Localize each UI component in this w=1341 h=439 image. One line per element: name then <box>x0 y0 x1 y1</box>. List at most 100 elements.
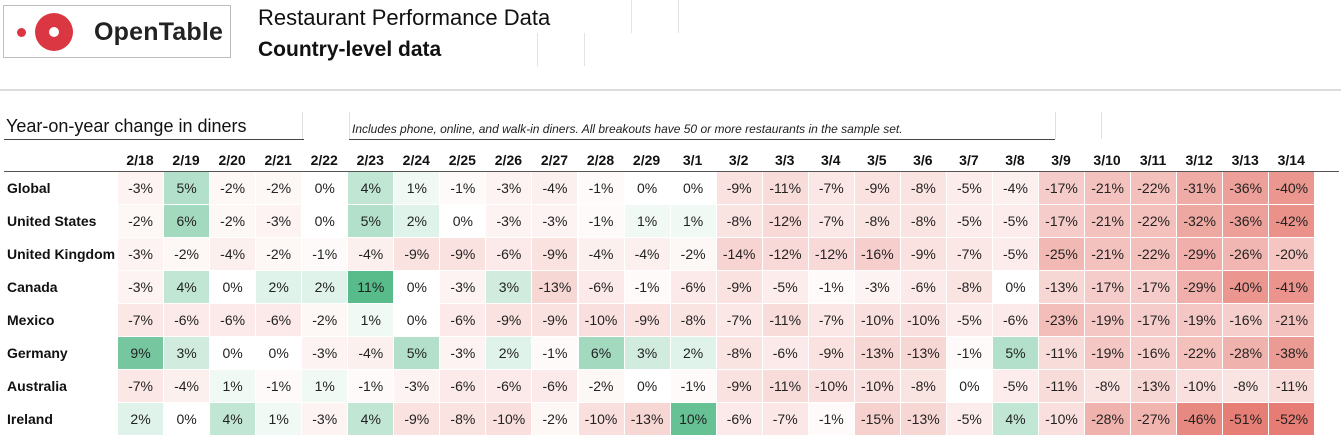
value-cell: -13% <box>900 403 946 435</box>
value-cell: -13% <box>624 403 670 435</box>
value-cell: 0% <box>210 337 256 369</box>
value-cell: -3% <box>118 238 164 270</box>
divider <box>349 112 350 139</box>
value-cell: -13% <box>532 271 578 303</box>
value-cell: -19% <box>1085 337 1131 369</box>
value-cell: 0% <box>210 271 256 303</box>
value-cell: 0% <box>670 172 716 204</box>
value-cell: -5% <box>762 271 808 303</box>
value-cell: -9% <box>900 238 946 270</box>
value-cell: 3% <box>164 337 210 369</box>
value-cell: -10% <box>900 304 946 336</box>
value-cell: 2% <box>670 337 716 369</box>
value-cell: 0% <box>946 370 992 402</box>
page-title: Restaurant Performance Data <box>258 5 551 30</box>
value-cell: 3% <box>624 337 670 369</box>
header-underline <box>4 171 1339 172</box>
value-cell: -3% <box>486 205 532 237</box>
value-cell: -1% <box>302 238 348 270</box>
value-cell: -8% <box>946 271 992 303</box>
value-cell: -21% <box>1085 238 1131 270</box>
value-cell: -36% <box>1223 205 1269 237</box>
value-cell: -6% <box>670 271 716 303</box>
value-cell: -9% <box>624 304 670 336</box>
value-cell: -2% <box>532 403 578 435</box>
value-cell: -8% <box>1223 370 1269 402</box>
divider <box>1055 112 1056 139</box>
value-cell: -9% <box>394 403 440 435</box>
value-cell: -17% <box>1131 271 1177 303</box>
value-cell: -46% <box>1177 403 1223 435</box>
value-cell: -9% <box>854 172 900 204</box>
value-cell: 2% <box>118 403 164 435</box>
value-cell: -12% <box>808 238 854 270</box>
value-cell: -8% <box>900 370 946 402</box>
value-cell: -3% <box>394 370 440 402</box>
value-cell: -25% <box>1039 238 1085 270</box>
value-cell: -5% <box>946 205 992 237</box>
value-cell: -4% <box>348 337 394 369</box>
value-cell: -22% <box>1131 172 1177 204</box>
value-cell: 0% <box>440 205 486 237</box>
value-cell: -8% <box>900 172 946 204</box>
value-cell: -13% <box>1131 370 1177 402</box>
value-cell: -40% <box>1269 172 1315 204</box>
value-cell: 0% <box>394 304 440 336</box>
column-header: 2/29 <box>632 152 661 168</box>
value-cell: 4% <box>348 172 394 204</box>
country-label: Canada <box>7 279 58 295</box>
value-cell: -28% <box>1085 403 1131 435</box>
value-cell: -2% <box>210 172 256 204</box>
divider <box>678 0 679 33</box>
value-cell: -13% <box>900 337 946 369</box>
value-cell: -4% <box>348 238 394 270</box>
value-cell: -29% <box>1177 271 1223 303</box>
value-cell: -11% <box>762 370 808 402</box>
value-cell: -6% <box>762 337 808 369</box>
value-cell: -1% <box>808 403 854 435</box>
value-cell: -11% <box>1039 370 1085 402</box>
value-cell: -5% <box>946 403 992 435</box>
column-header: 2/18 <box>126 152 154 168</box>
value-cell: -22% <box>1131 205 1177 237</box>
value-cell: -9% <box>716 271 762 303</box>
country-label: Global <box>7 180 51 196</box>
value-cell: -27% <box>1131 403 1177 435</box>
column-header: 2/25 <box>448 152 476 168</box>
value-cell: -8% <box>900 205 946 237</box>
divider <box>584 33 585 66</box>
value-cell: -11% <box>762 172 808 204</box>
value-cell: -5% <box>992 370 1038 402</box>
value-cell: -9% <box>532 304 578 336</box>
column-header: 2/19 <box>172 152 200 168</box>
country-label: United Kingdom <box>7 246 116 262</box>
country-label: Australia <box>7 378 67 394</box>
value-cell: -5% <box>992 238 1038 270</box>
column-header: 2/23 <box>356 152 384 168</box>
column-header: 3/4 <box>821 152 841 168</box>
value-cell: -13% <box>854 337 900 369</box>
country-label: Germany <box>7 345 68 361</box>
column-header: 3/7 <box>959 152 979 168</box>
value-cell: -23% <box>1039 304 1085 336</box>
logo-ring-icon <box>35 13 73 51</box>
value-cell: -4% <box>624 238 670 270</box>
value-cell: 10% <box>670 403 716 435</box>
value-cell: 1% <box>348 304 394 336</box>
value-cell: -6% <box>440 370 486 402</box>
value-cell: 1% <box>624 205 670 237</box>
value-cell: -1% <box>256 370 302 402</box>
value-cell: -41% <box>1269 271 1315 303</box>
value-cell: 9% <box>118 337 164 369</box>
column-header: 2/26 <box>494 152 523 168</box>
value-cell: -2% <box>118 205 164 237</box>
value-cell: -8% <box>716 205 762 237</box>
value-cell: -17% <box>1039 172 1085 204</box>
value-cell: 2% <box>256 271 302 303</box>
value-cell: 4% <box>992 403 1038 435</box>
value-cell: -16% <box>1223 304 1269 336</box>
value-cell: -3% <box>118 172 164 204</box>
value-cell: -1% <box>348 370 394 402</box>
value-cell: -21% <box>1085 172 1131 204</box>
value-cell: -51% <box>1223 403 1269 435</box>
